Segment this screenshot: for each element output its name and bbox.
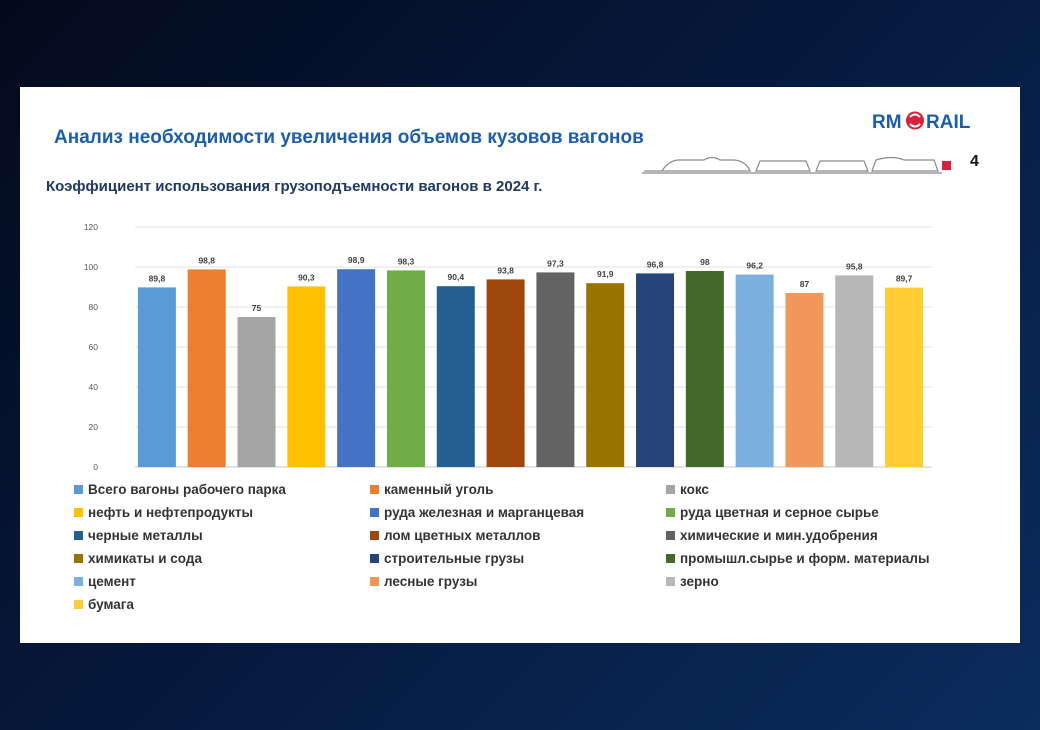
bar-value-label: 75 [252,303,262,313]
legend-swatch [370,484,379,494]
train-outline-decoration [642,156,942,174]
legend-label: руда железная и марганцевая [384,504,585,520]
legend-swatch [666,576,675,586]
bar-value-label: 90,3 [298,272,315,282]
bar [885,287,924,467]
bar-value-label: 97,3 [547,258,564,268]
legend-item: черные металлы [74,526,370,544]
legend-label: бумага [88,596,134,612]
bar-value-label: 98,9 [348,255,365,265]
legend-label: нефть и нефтепродукты [88,504,254,520]
bar [785,293,824,467]
legend-item: промышл.сырье и форм. материалы [666,549,966,567]
bar-value-label: 89,8 [149,273,166,283]
legend-label: зерно [680,573,719,589]
page-marker [942,161,951,170]
bar-value-label: 96,2 [746,261,763,271]
legend-swatch [74,507,83,517]
slide-title: Анализ необходимости увеличения объемов … [54,127,644,148]
legend-item: цемент [74,572,370,590]
bar [237,317,276,467]
legend-swatch [666,553,675,563]
legend-swatch [666,530,675,540]
legend-item: лом цветных металлов [370,526,666,544]
bar-value-label: 87 [800,279,810,289]
bar [386,270,425,467]
y-tick-label: 20 [89,422,99,432]
legend-label: лесные грузы [384,573,478,589]
legend-swatch [370,507,379,517]
bar-value-label: 98,3 [398,256,415,266]
legend-label: химикаты и сода [88,550,202,566]
y-tick-label: 80 [89,302,99,312]
chart-legend: Всего вагоны рабочего парка каменный угол… [74,480,974,613]
legend-label: строительные грузы [384,550,525,566]
bar-value-label: 91,9 [597,269,614,279]
slide: Анализ необходимости увеличения объемов … [20,87,1020,643]
bar-value-label: 89,7 [896,274,913,284]
legend-swatch [370,553,379,563]
legend-label: промышл.сырье и форм. материалы [680,550,930,566]
bar-value-label: 93,8 [497,265,514,275]
legend-item: лесные грузы [370,572,666,590]
bar-value-label: 98,8 [198,255,215,265]
legend-swatch [74,530,83,540]
legend-label: лом цветных металлов [384,527,541,543]
legend-swatch [370,530,379,540]
bar-value-label: 95,8 [846,261,863,271]
bar [486,279,525,467]
legend-label: каменный уголь [384,481,494,497]
legend-swatch [74,576,83,586]
bar-chart: 0 20 40 60 80 100 120 89,8 98,8 75 90,3 98,9 98,3 90,… [84,222,932,472]
legend-item: руда цветная и серное сырье [666,503,966,521]
legend-item: зерно [666,572,966,590]
logo-text-left: RM [872,112,902,133]
bar [287,286,326,467]
bar [586,283,625,467]
bar [835,275,874,467]
bar-value-label: 90,4 [448,272,465,282]
legend-swatch [74,553,83,563]
bar [137,287,176,467]
legend-item: руда железная и марганцевая [370,503,666,521]
legend-label: руда цветная и серное сырье [680,504,879,520]
legend-item: строительные грузы [370,549,666,567]
legend-item: Всего вагоны рабочего парка [74,480,370,498]
y-tick-label: 100 [84,262,98,272]
bar [636,273,675,467]
legend-swatch [74,484,83,494]
y-tick-label: 0 [93,462,98,472]
y-tick-label: 60 [89,342,99,352]
bar-value-label: 98 [700,257,710,267]
legend-label: химические и мин.удобрения [680,527,878,543]
rm-rail-logo: RM RAIL [872,111,971,133]
legend-item: кокс [666,480,966,498]
bar [337,269,376,467]
chart-title: Коэффициент использования грузоподъемнос… [46,178,543,195]
y-tick-label: 40 [89,382,99,392]
legend-swatch [666,484,675,494]
legend-swatch [370,576,379,586]
y-tick-label: 120 [84,222,98,232]
legend-label: кокс [680,481,709,497]
legend-item: нефть и нефтепродукты [74,503,370,521]
legend-item: каменный уголь [370,480,666,498]
legend-item: химические и мин.удобрения [666,526,966,544]
legend-swatch [666,507,675,517]
logo-text-right: RAIL [926,112,971,133]
legend-swatch [74,599,83,609]
bar-value-label: 96,8 [647,259,664,269]
bar [436,286,475,467]
legend-item: химикаты и сода [74,549,370,567]
bar [187,269,226,467]
bar [735,274,774,467]
bar [685,271,724,467]
page-number: 4 [970,153,979,170]
legend-label: Всего вагоны рабочего парка [88,481,286,497]
legend-item: бумага [74,595,370,613]
legend-label: черные металлы [88,527,203,543]
legend-label: цемент [88,573,136,589]
bar [536,272,575,467]
